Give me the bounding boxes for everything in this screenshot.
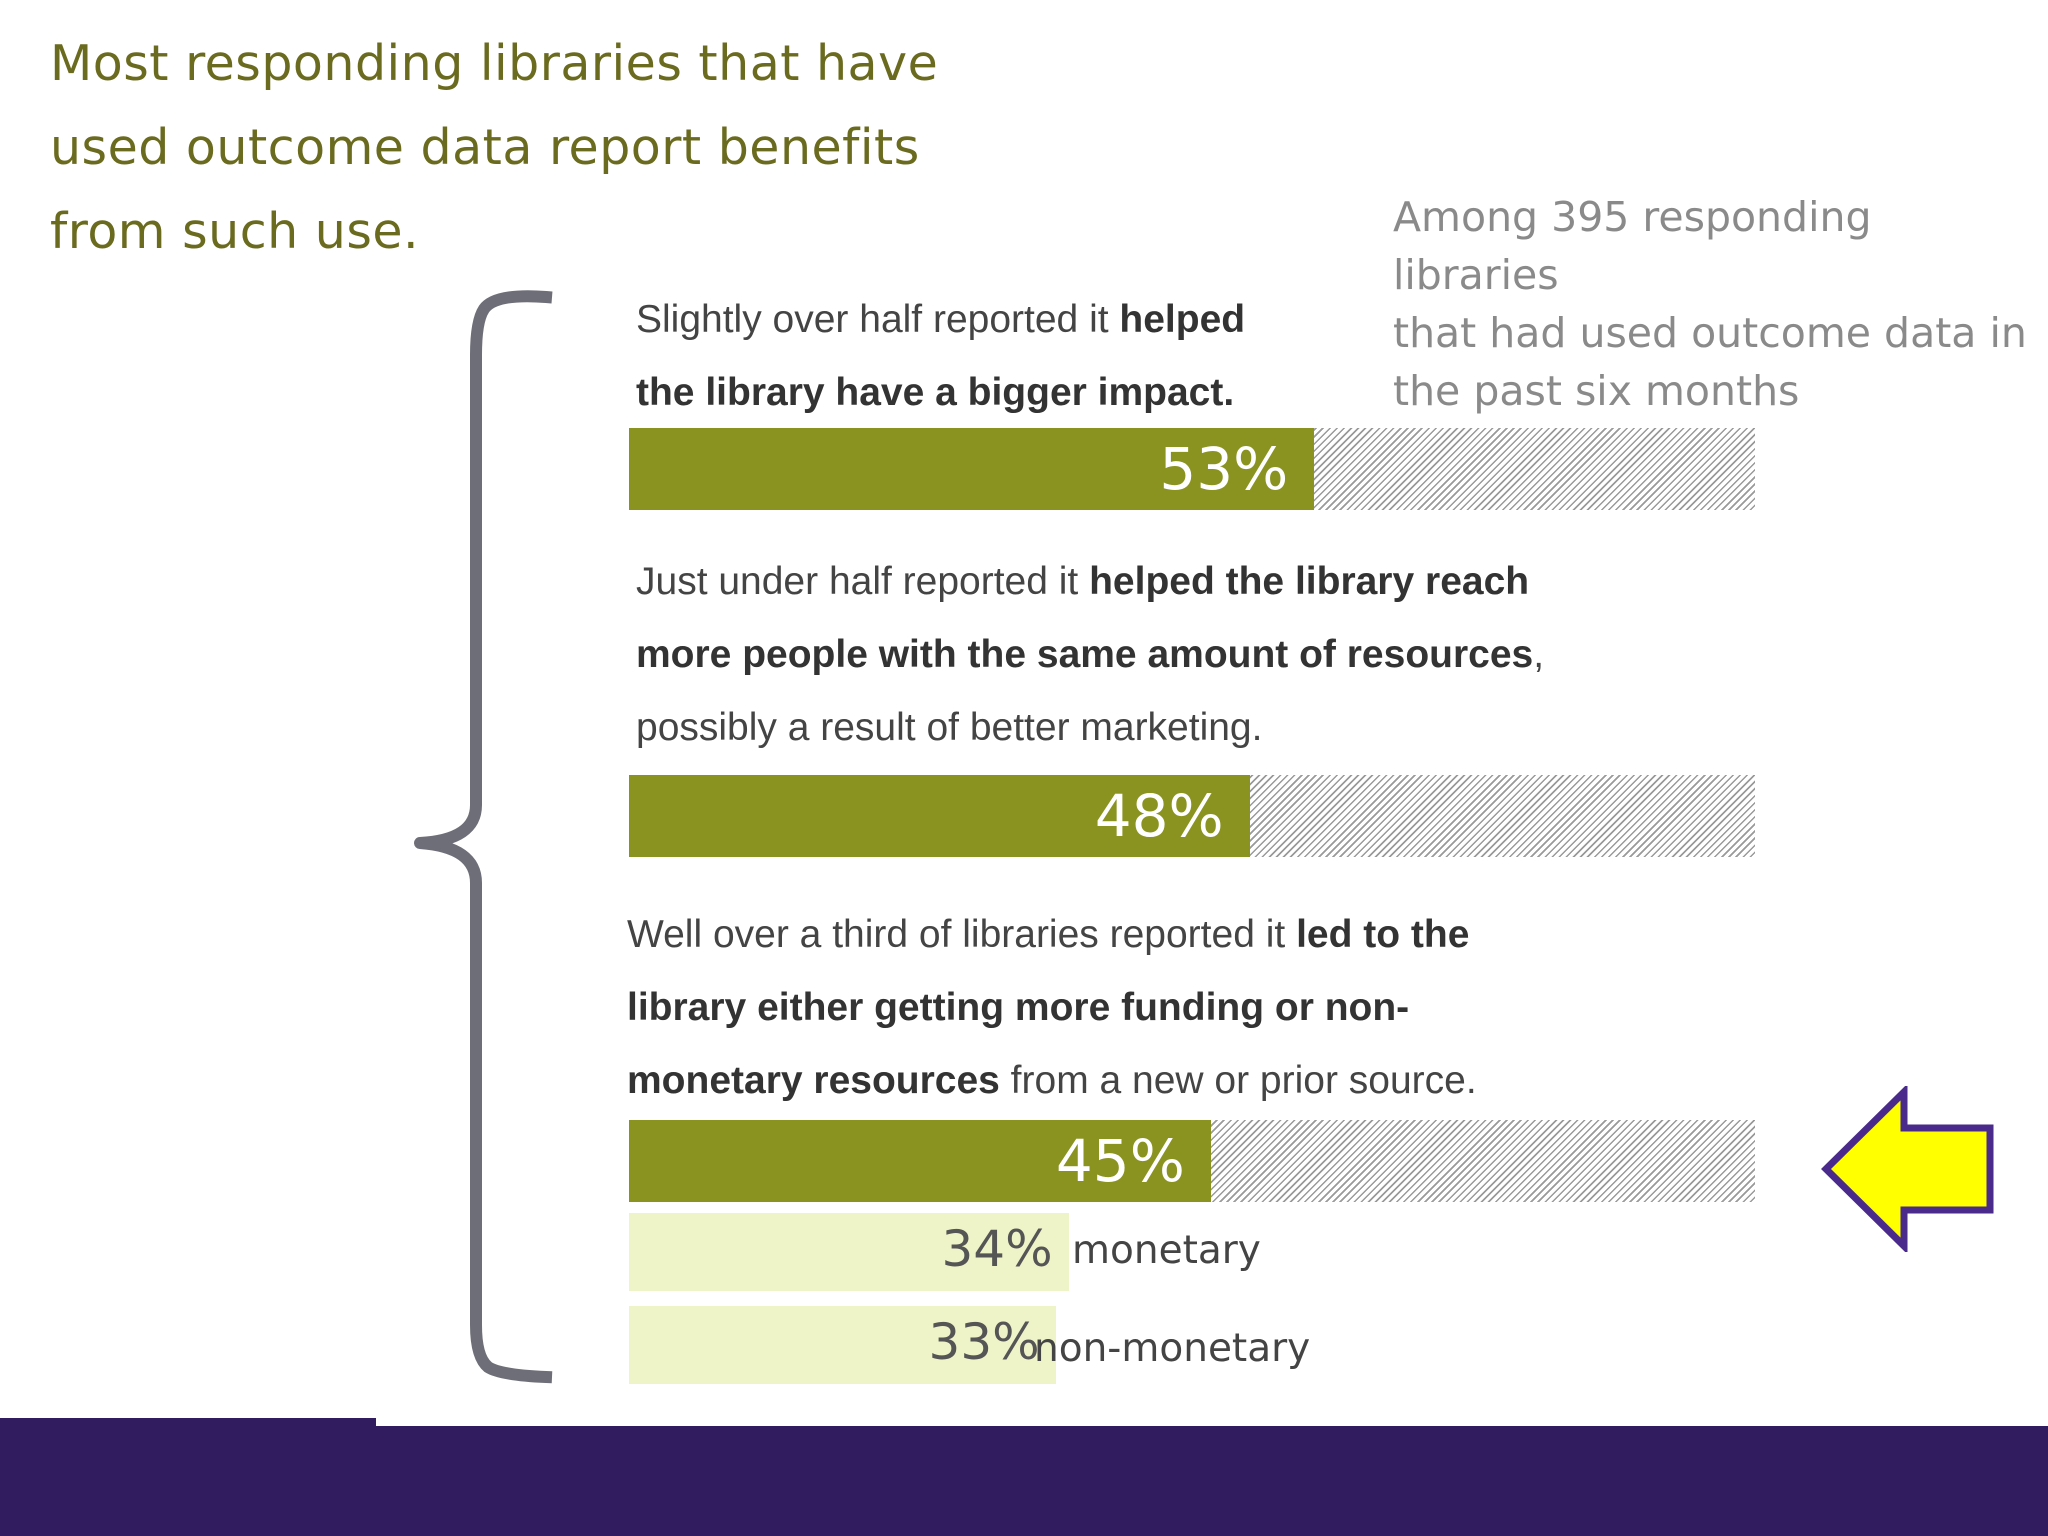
bar-value-label: 33% bbox=[928, 1313, 1040, 1371]
finding-emphasis: led to the bbox=[1296, 913, 1470, 956]
finding-emphasis: the library have a bigger impact. bbox=[636, 371, 1235, 414]
bar-monetary: 34% bbox=[629, 1213, 1069, 1291]
sub-label-monetary: monetary bbox=[1072, 1228, 1261, 1273]
finding-segment: , bbox=[1533, 633, 1545, 676]
finding-emphasis: more people with the same amount of reso… bbox=[636, 633, 1534, 676]
finding-line: Just under half reported it helped the l… bbox=[636, 545, 1736, 618]
bar-value-label: 48% bbox=[1094, 782, 1224, 850]
footer-band bbox=[0, 1426, 2048, 1536]
bar-funding: 45% bbox=[629, 1120, 1211, 1202]
finding-line: possibly a result of better marketing. bbox=[636, 691, 1736, 764]
finding-line: library either getting more funding or n… bbox=[627, 971, 1727, 1044]
finding-segment: from a new or prior source. bbox=[999, 1059, 1477, 1102]
bar-value-label: 45% bbox=[1055, 1127, 1185, 1195]
bar-reach: 48% bbox=[629, 775, 1250, 857]
finding-emphasis: monetary resources bbox=[627, 1059, 1000, 1102]
bar-non-monetary: 33% bbox=[629, 1306, 1056, 1384]
sample-note: Among 395 responding libraries that had … bbox=[1393, 188, 2033, 420]
finding-segment: Just under half reported it bbox=[636, 560, 1090, 603]
bar-value-label: 53% bbox=[1159, 435, 1289, 503]
note-line: Among 395 responding libraries bbox=[1393, 193, 1872, 299]
note-line: that had used outcome data in bbox=[1393, 309, 2027, 357]
finding-segment: Well over a third of libraries reported … bbox=[627, 913, 1297, 956]
finding-text-funding: Well over a third of libraries reported … bbox=[627, 898, 1727, 1117]
finding-line: Slightly over half reported it helped bbox=[636, 283, 1396, 356]
bar-impact: 53% bbox=[629, 428, 1315, 510]
curly-brace-icon bbox=[414, 290, 553, 1384]
finding-segment: Slightly over half reported it bbox=[636, 298, 1120, 341]
finding-line: the library have a bigger impact. bbox=[636, 356, 1396, 429]
finding-emphasis: helped bbox=[1119, 298, 1246, 341]
page-title: Most responding libraries that have used… bbox=[50, 22, 950, 274]
bar-track-impact: 53% bbox=[629, 428, 1755, 510]
bar-track-reach: 48% bbox=[629, 775, 1755, 857]
title-line: from such use. bbox=[50, 203, 420, 260]
title-line: Most responding libraries that have bbox=[50, 35, 939, 92]
bar-track-funding: 45% bbox=[629, 1120, 1755, 1202]
finding-emphasis: helped the library reach bbox=[1089, 560, 1530, 603]
footer-lip bbox=[0, 1418, 376, 1428]
finding-emphasis: library either getting more funding or n… bbox=[627, 986, 1410, 1029]
title-line: used outcome data report benefits bbox=[50, 119, 920, 176]
finding-text-impact: Slightly over half reported it helped the… bbox=[636, 283, 1396, 429]
finding-segment: possibly a result of better marketing. bbox=[636, 706, 1263, 749]
finding-line: monetary resources from a new or prior s… bbox=[627, 1044, 1727, 1117]
finding-line: more people with the same amount of reso… bbox=[636, 618, 1736, 691]
finding-text-reach: Just under half reported it helped the l… bbox=[636, 545, 1736, 764]
arrow-left-icon bbox=[1821, 1086, 1994, 1252]
finding-line: Well over a third of libraries reported … bbox=[627, 898, 1727, 971]
sub-label-non-monetary: non-monetary bbox=[1034, 1326, 1311, 1371]
note-line: the past six months bbox=[1393, 367, 1800, 415]
bar-value-label: 34% bbox=[941, 1220, 1053, 1278]
